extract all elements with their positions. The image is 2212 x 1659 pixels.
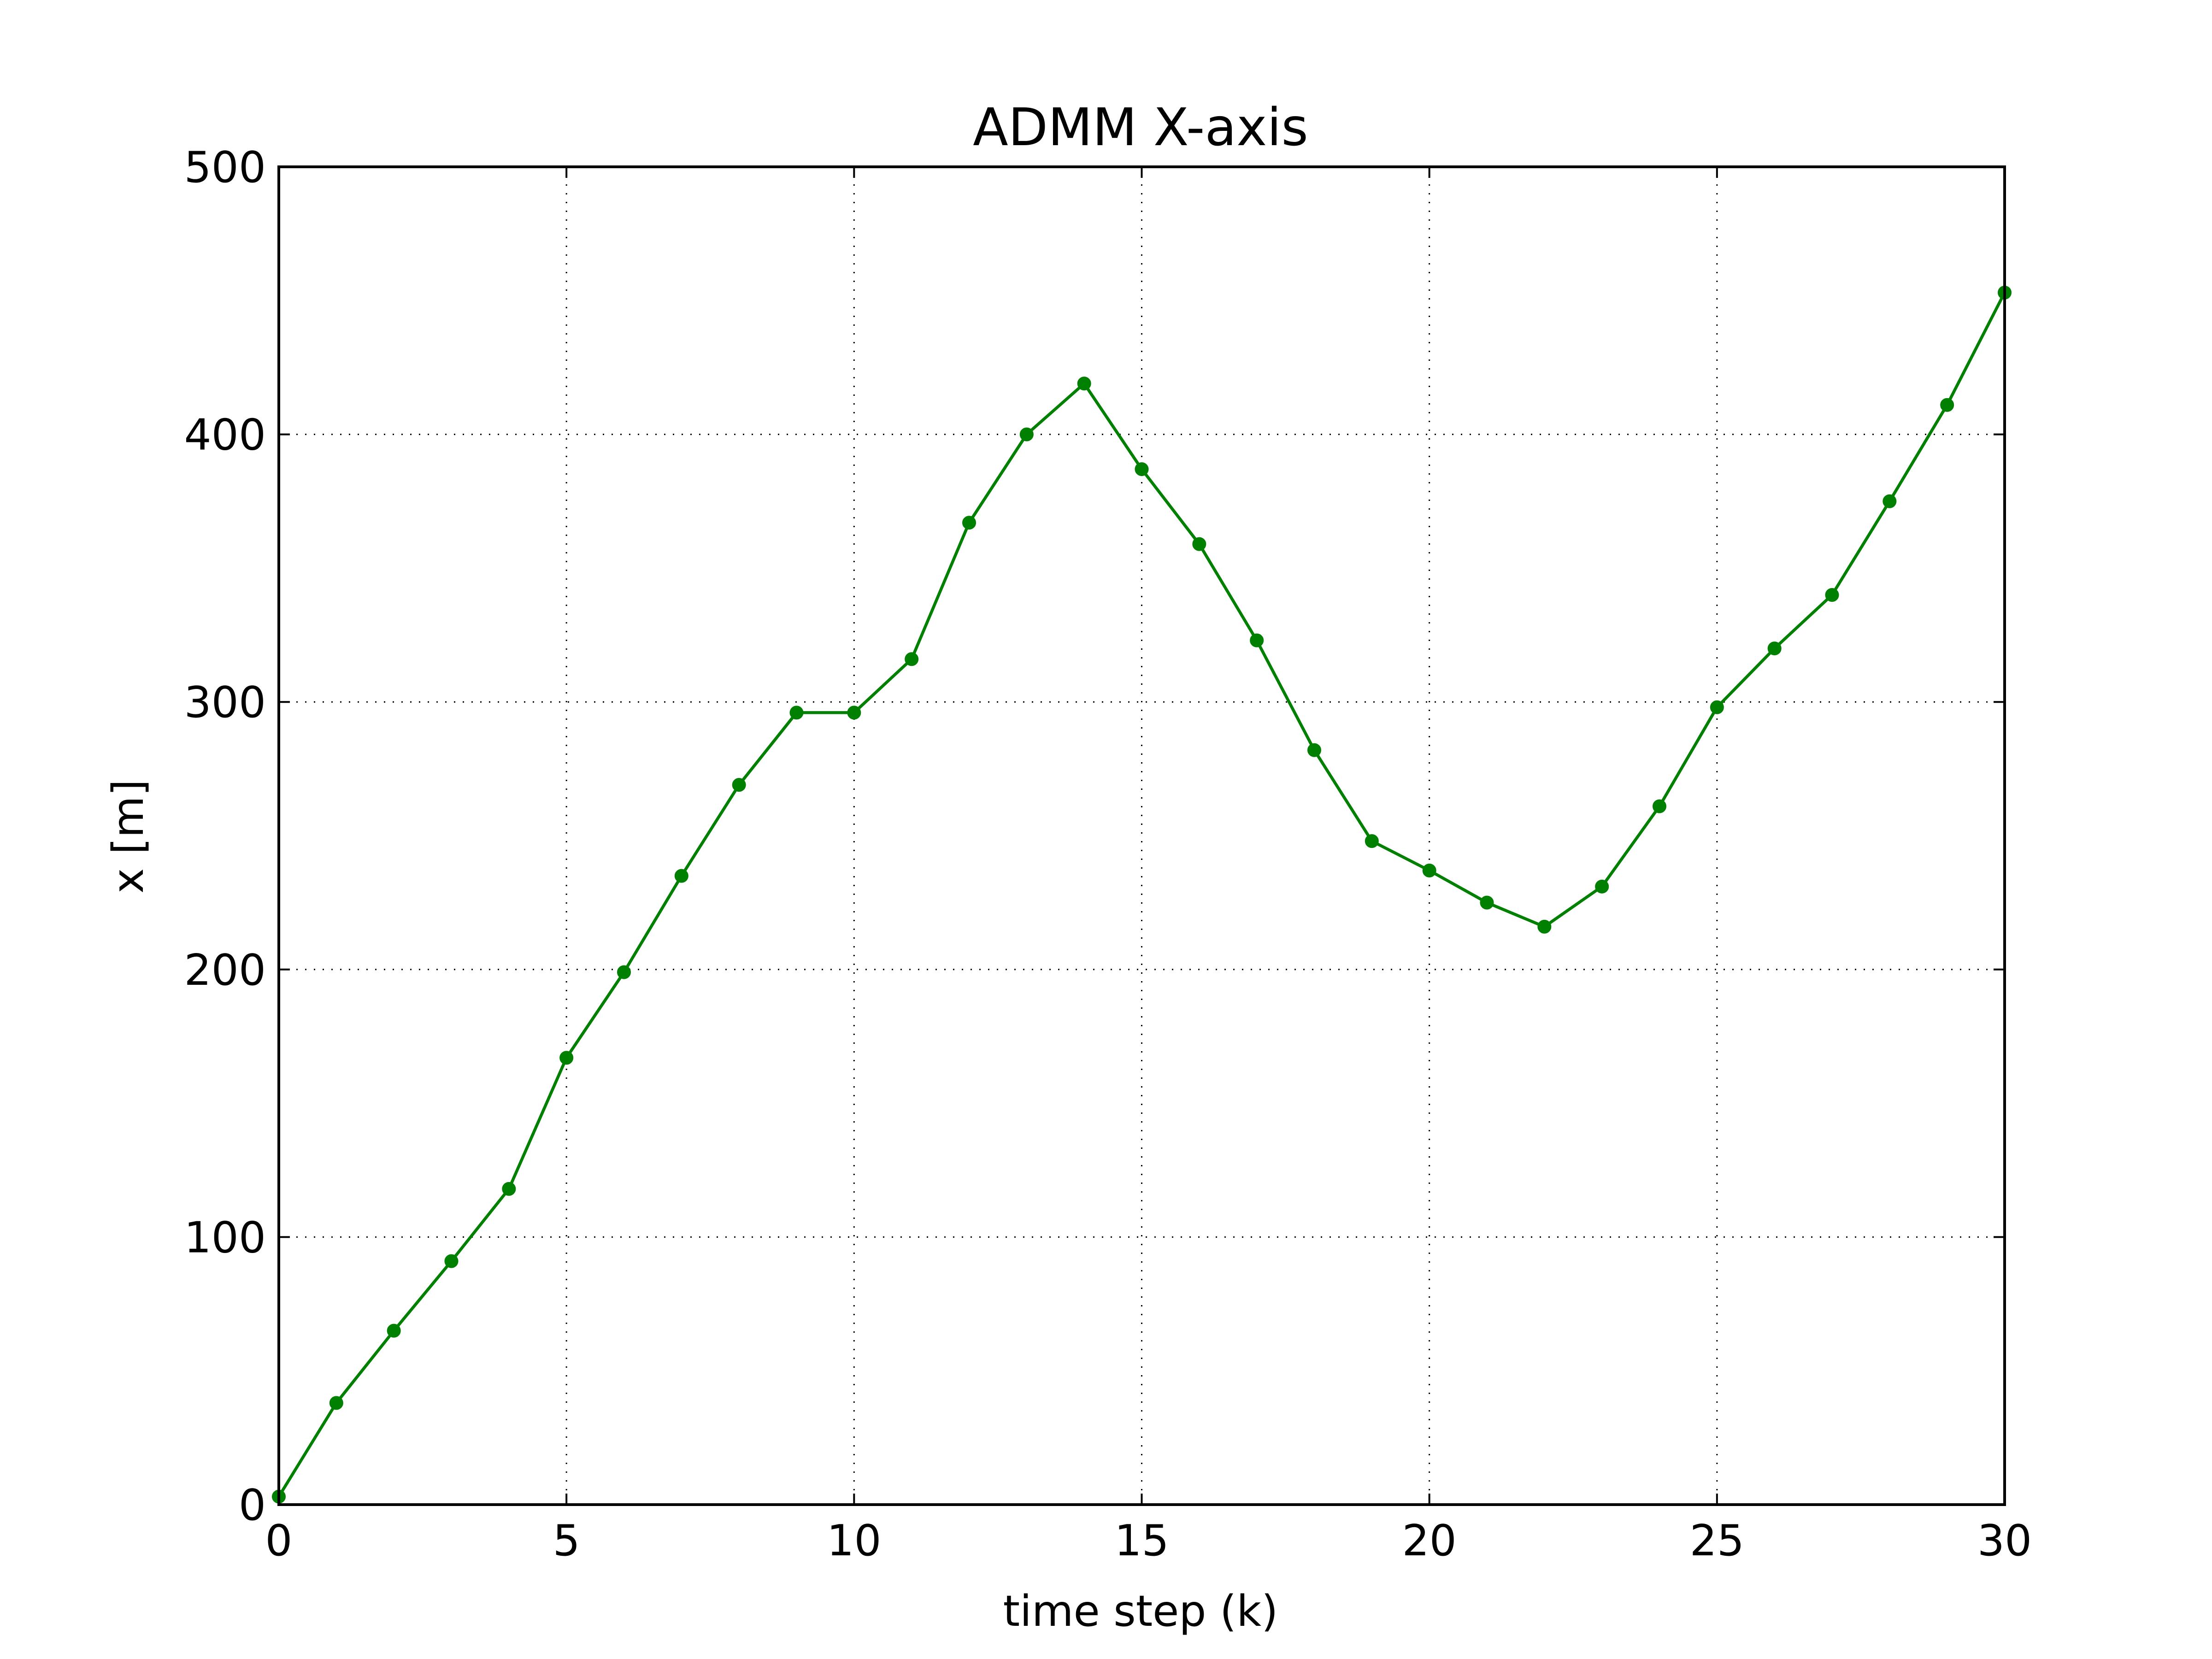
data-point [559,1051,574,1065]
x-tick-label: 25 [1690,1516,1744,1565]
data-point [674,869,688,883]
y-tick-label: 300 [184,677,266,727]
data-point [387,1324,401,1338]
data-point [1480,895,1494,910]
x-tick-label: 20 [1402,1516,1456,1565]
y-axis-label: x [m] [103,779,153,894]
data-point [1250,633,1264,647]
y-tick-label: 0 [239,1480,266,1530]
data-point [1422,863,1436,877]
data-point [329,1396,343,1410]
data-point [1825,588,1839,602]
x-axis-label: time step (k) [1003,1586,1278,1636]
data-point [1135,462,1149,477]
data-point [732,778,746,792]
data-point [1307,743,1321,757]
data-point [444,1254,459,1268]
y-tick-label: 100 [184,1212,266,1262]
y-tick-label: 200 [184,945,266,995]
data-point [1537,919,1552,934]
data-point [1767,641,1782,656]
data-point [1940,398,1954,412]
data-point [1192,537,1206,551]
data-point [962,516,976,530]
data-point [502,1182,516,1196]
data-point [1077,377,1091,391]
data-point [905,652,919,666]
data-point [789,706,804,720]
x-tick-label: 0 [265,1516,292,1565]
x-tick-label: 15 [1114,1516,1169,1565]
data-point [1019,427,1034,441]
data-point [1365,834,1379,848]
data-point [617,965,631,979]
x-tick-label: 10 [827,1516,881,1565]
y-tick-label: 500 [184,142,266,192]
x-tick-label: 30 [1977,1516,2032,1565]
data-point [1653,799,1666,813]
data-point [1710,700,1724,714]
data-point [1595,879,1609,894]
series-layer [272,285,2012,1504]
chart-title: ADMM X-axis [973,98,1308,158]
y-tick-label: 400 [184,410,266,460]
data-point [1883,494,1897,508]
x-tick-label: 5 [553,1516,580,1565]
data-point [847,706,861,720]
